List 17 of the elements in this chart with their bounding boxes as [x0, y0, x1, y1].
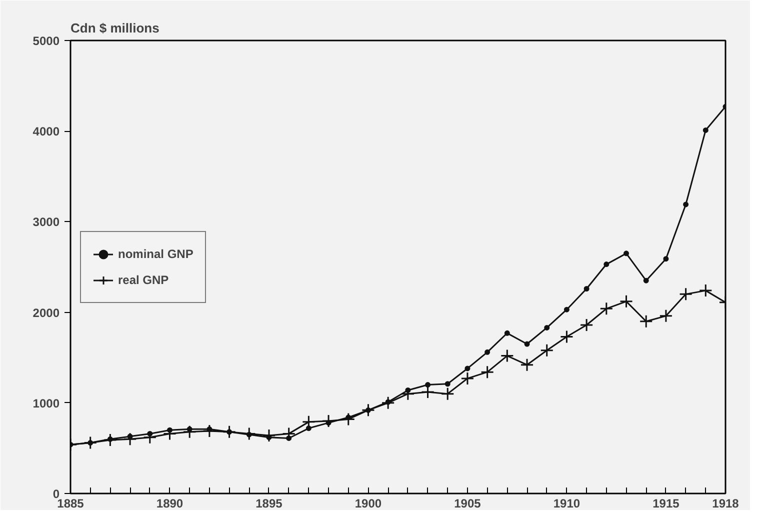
- x-tick-label: 1895: [256, 496, 283, 510]
- y-tick-label: 5000: [32, 34, 60, 48]
- y-tick-label: 0: [52, 487, 60, 501]
- x-tick-label: 1915: [652, 496, 680, 510]
- x-tick-label: 1918: [712, 496, 740, 510]
- x-tick-label: 1885: [57, 496, 84, 510]
- x-tick-label: 1890: [156, 496, 184, 510]
- legend-label: real GNP: [118, 272, 169, 286]
- y-tick-label: 3000: [32, 215, 60, 230]
- x-tick-label: 1910: [553, 496, 580, 510]
- y-tick-label: 1000: [32, 396, 60, 410]
- x-tick-label: 1900: [354, 496, 382, 510]
- y-tick-label: 4000: [32, 124, 60, 139]
- y-axis-title: Cdn $ millions: [70, 20, 160, 36]
- y-tick-label: 2000: [32, 306, 60, 320]
- x-tick-label: 1905: [454, 496, 482, 510]
- legend-label: nominal GNP: [118, 246, 194, 260]
